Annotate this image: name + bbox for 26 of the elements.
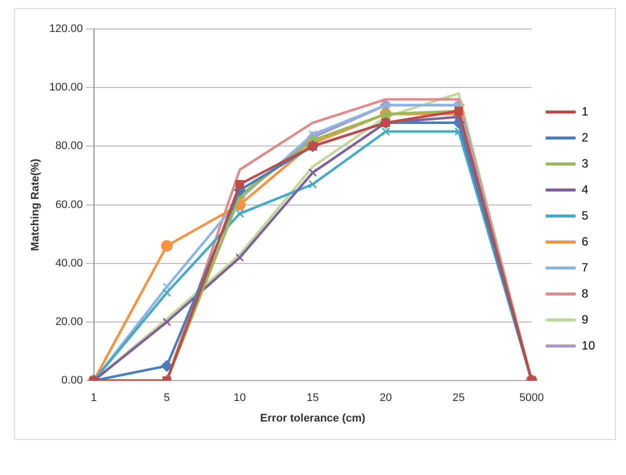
y-tick-label: 40.00 [55,257,83,270]
y-tick-label: 100.00 [49,82,83,94]
x-axis-title: Error tolerance (cm) [260,412,366,424]
legend-label: 4 [582,182,589,196]
y-axis-title: Matching Rate(%) [30,158,42,251]
legend-label: 10 [582,338,596,352]
x-tick-label: 10 [234,392,246,404]
y-tick-label: 120.00 [49,23,83,36]
x-tick-label: 25 [452,392,465,404]
legend-label: 8 [582,286,589,300]
legend-label: 6 [582,234,589,248]
legend-label: 9 [582,312,589,326]
x-tick-label: 5 [164,392,170,404]
y-tick-label: 80.00 [55,140,83,152]
x-tick-label: 1 [90,392,97,404]
y-tick-label: 60.00 [55,198,83,211]
legend-label: 3 [582,156,589,170]
legend-label: 5 [582,208,589,222]
x-tick-label: 20 [380,392,392,404]
legend-label: 7 [582,260,589,274]
y-tick-label: 0.00 [61,374,83,387]
y-tick-label: 20.00 [55,316,83,328]
legend-label: 1 [582,104,589,118]
x-tick-label: 15 [306,392,319,404]
legend-label: 2 [582,130,589,144]
x-tick-label: 5000 [519,392,544,404]
